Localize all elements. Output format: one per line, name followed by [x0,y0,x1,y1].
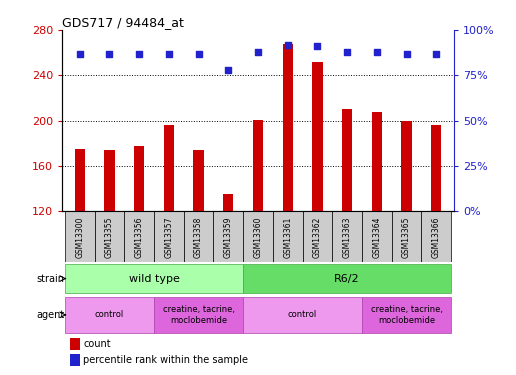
Text: GSM13355: GSM13355 [105,216,114,258]
Text: GSM13356: GSM13356 [135,216,143,258]
Text: count: count [84,339,111,349]
Text: GSM13366: GSM13366 [432,216,441,258]
Text: GSM13362: GSM13362 [313,216,322,258]
Point [373,49,381,55]
Bar [70,338,79,350]
Text: creatine, tacrine,
moclobemide: creatine, tacrine, moclobemide [370,305,443,325]
Bar [70,354,79,366]
Text: GSM13364: GSM13364 [373,216,381,258]
Bar [94,211,124,262]
Text: agent: agent [37,310,65,320]
Bar [164,125,174,212]
Bar [362,297,451,333]
Bar [74,149,85,211]
Point [313,44,321,50]
Bar [223,195,233,211]
Bar [65,264,243,293]
Bar [65,211,94,262]
Point [432,51,440,57]
Bar [401,121,412,211]
Text: GSM13357: GSM13357 [165,216,173,258]
Point [135,51,143,57]
Bar [154,211,184,262]
Bar [273,211,302,262]
Text: GSM13300: GSM13300 [75,216,84,258]
Bar [372,112,382,212]
Bar [154,297,243,333]
Bar [134,146,144,211]
Bar [243,211,273,262]
Text: GDS717 / 94484_at: GDS717 / 94484_at [62,16,184,29]
Bar [65,297,154,333]
Text: creatine, tacrine,
moclobemide: creatine, tacrine, moclobemide [163,305,235,325]
Bar [184,211,214,262]
Bar [392,211,422,262]
Text: wild type: wild type [128,274,180,284]
Text: GSM13358: GSM13358 [194,216,203,258]
Bar [312,62,322,211]
Bar [243,264,451,293]
Bar [362,211,392,262]
Point [254,49,262,55]
Point [402,51,411,57]
Bar [194,150,204,211]
Text: control: control [95,310,124,320]
Text: GSM13359: GSM13359 [224,216,233,258]
Bar [302,211,332,262]
Bar [283,44,293,211]
Text: control: control [288,310,317,320]
Text: R6/2: R6/2 [334,274,360,284]
Point [195,51,203,57]
Text: GSM13363: GSM13363 [343,216,351,258]
Text: strain: strain [37,274,65,284]
Text: percentile rank within the sample: percentile rank within the sample [84,356,249,365]
Bar [342,110,352,212]
Bar [124,211,154,262]
Text: GSM13365: GSM13365 [402,216,411,258]
Point [165,51,173,57]
Point [76,51,84,57]
Point [343,49,351,55]
Point [284,42,292,48]
Bar [214,211,243,262]
Bar [422,211,451,262]
Bar [332,211,362,262]
Bar [243,297,362,333]
Point [105,51,114,57]
Text: GSM13361: GSM13361 [283,216,292,258]
Bar [104,150,115,211]
Point [224,67,232,73]
Text: GSM13360: GSM13360 [253,216,263,258]
Bar [253,120,263,211]
Bar [431,125,442,212]
